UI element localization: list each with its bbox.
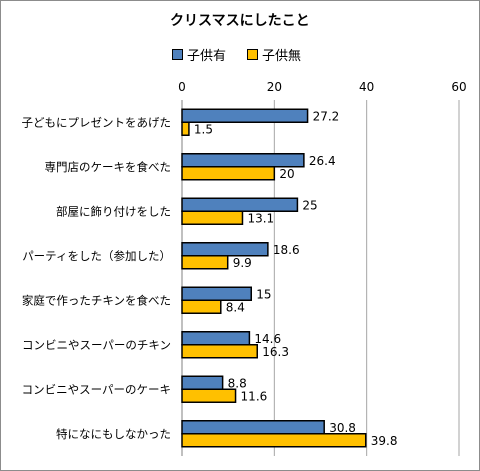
data-label-series-2: 16.3 — [262, 345, 289, 359]
bar-series-2 — [181, 255, 229, 270]
legend-swatch-series-1 — [172, 49, 183, 60]
bar-series-1 — [181, 242, 269, 257]
bar-series-1 — [181, 197, 299, 212]
data-label-series-1: 8.8 — [228, 376, 247, 390]
bar-series-2 — [181, 210, 244, 225]
legend-label-series-1: 子供有 — [187, 49, 227, 64]
category-label: 部屋に飾り付けをした — [56, 204, 171, 218]
category-label: パーティをした（参加した） — [22, 249, 171, 263]
legend-item-series-1: 子供有 — [172, 45, 226, 64]
category-label: 子どもにプレゼントをあげた — [22, 115, 172, 129]
bar-series-2 — [181, 388, 237, 403]
category-label: コンビニやスーパーのチキン — [22, 338, 171, 352]
x-tick-label: 0 — [178, 80, 186, 94]
x-tick-label: 60 — [451, 80, 466, 94]
data-label-series-2: 20 — [279, 167, 294, 181]
category-label: 家庭で作ったチキンを食べた — [22, 293, 171, 307]
bar-series-2 — [181, 344, 259, 359]
data-label-series-1: 25 — [302, 198, 317, 212]
bar-series-2 — [181, 299, 222, 314]
bar-series-1 — [181, 420, 325, 435]
data-label-series-1: 18.6 — [273, 243, 300, 257]
x-tick-label: 40 — [359, 80, 374, 94]
data-label-series-1: 26.4 — [309, 154, 336, 168]
category-label: 専門店のケーキを食べた — [45, 160, 172, 174]
bar-series-1 — [181, 153, 305, 168]
data-label-series-2: 13.1 — [247, 211, 274, 225]
data-label-series-1: 14.6 — [254, 332, 281, 346]
bar-series-1 — [181, 108, 309, 123]
data-label-series-1: 30.8 — [329, 421, 356, 435]
data-label-series-1: 15 — [256, 287, 271, 301]
bar-series-2 — [181, 121, 190, 136]
data-label-series-2: 9.9 — [233, 256, 252, 270]
data-label-series-2: 39.8 — [371, 434, 398, 448]
data-label-series-2: 11.6 — [241, 389, 268, 403]
data-label-series-2: 1.5 — [194, 122, 213, 136]
bar-series-1 — [181, 375, 224, 390]
bar-series-2 — [181, 433, 367, 448]
category-label: 特になにもしなかった — [56, 427, 171, 441]
legend-swatch-series-2 — [247, 49, 258, 60]
bar-series-1 — [181, 331, 251, 346]
data-label-series-2: 8.4 — [226, 300, 245, 314]
bar-series-2 — [181, 166, 276, 181]
x-tick-label: 20 — [267, 80, 282, 94]
chart-title: クリスマスにしたこと — [170, 13, 310, 29]
legend-item-series-2: 子供無 — [247, 45, 301, 64]
legend-label-series-2: 子供無 — [262, 49, 302, 64]
data-label-series-1: 27.2 — [313, 109, 340, 123]
category-label: コンビニやスーパーのケーキ — [22, 382, 171, 396]
bar-series-1 — [181, 286, 252, 301]
